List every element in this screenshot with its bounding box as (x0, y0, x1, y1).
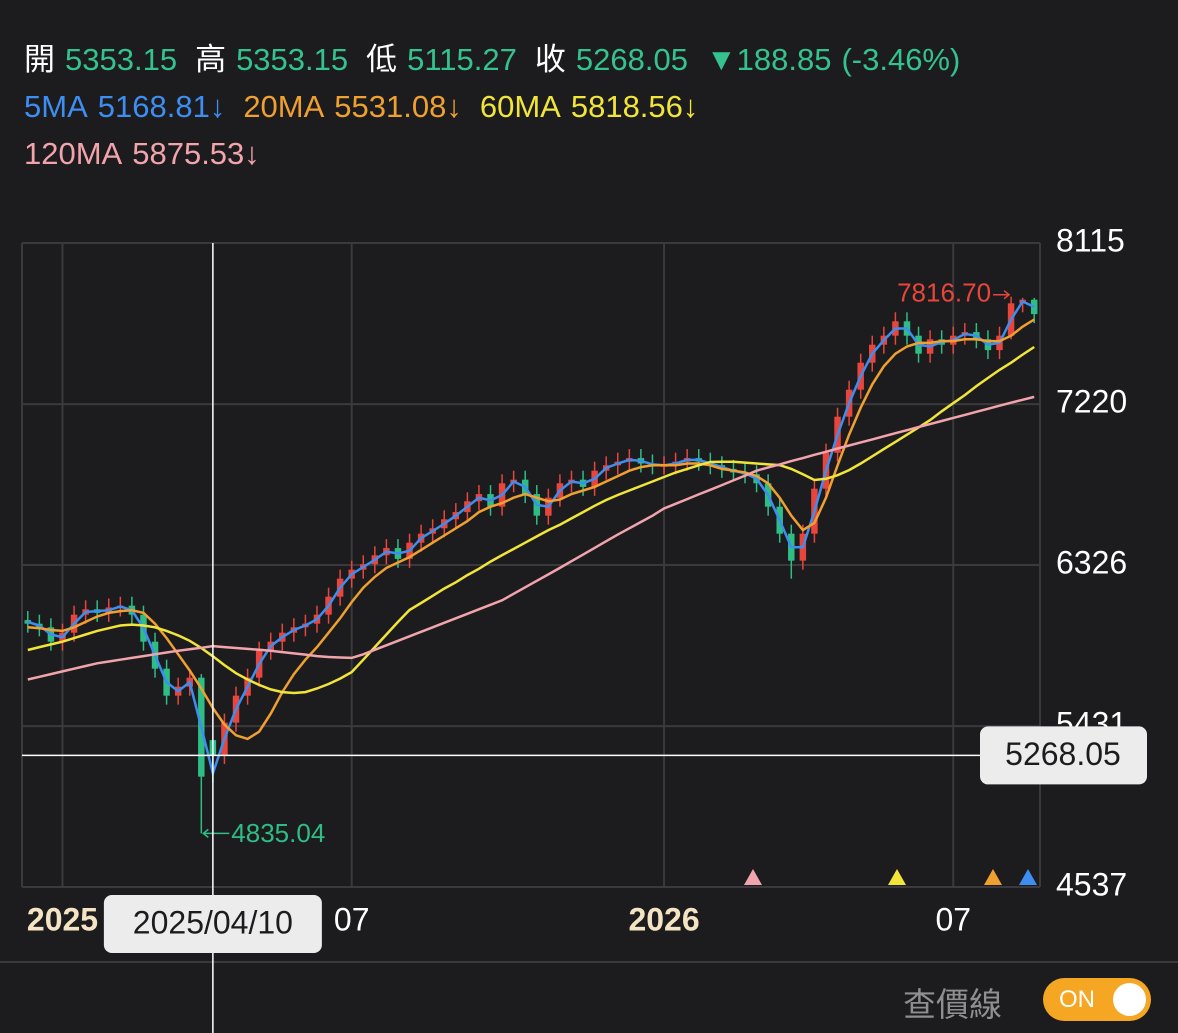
price-line-toggle[interactable]: ON (1043, 978, 1151, 1021)
x-tick-label: 07 (935, 901, 971, 937)
crosshair-date-box (103, 895, 322, 953)
y-tick-label: 6326 (1056, 544, 1127, 580)
low-arrow-head (202, 828, 209, 838)
y-tick-label: 7220 (1056, 384, 1127, 420)
crosshair-price-box (980, 726, 1147, 785)
signal-marker (888, 869, 906, 885)
change: ▼188.85 (705, 42, 832, 77)
price-line-label: 查價線 (903, 986, 1002, 1023)
header: 開 5353.15 高 5353.15 低 5115.27 收 5268.05 … (24, 36, 970, 177)
ma-line (27, 395, 1035, 681)
legend-name: 5MA (24, 89, 88, 124)
open-label: 開 (24, 42, 55, 77)
high-annotation: 7816.70 (897, 278, 991, 308)
low-label: 低 (366, 42, 398, 77)
close-value: 5268.05 (575, 42, 688, 77)
ma-line (27, 345, 1035, 695)
signal-marker (744, 869, 762, 885)
high-arrow-head (1003, 290, 1011, 300)
x-tick-label: 07 (334, 901, 370, 937)
legend-value: 5818.56 (570, 89, 683, 124)
x-tick-label: 2025 (27, 901, 98, 937)
signal-marker (1019, 869, 1037, 885)
legend-name: 20MA (243, 89, 325, 124)
y-tick-label: 4537 (1056, 866, 1127, 902)
legend-value: 5168.81 (97, 89, 210, 124)
x-tick-label: 2026 (628, 901, 699, 937)
legend-trend: ↓ (209, 89, 226, 124)
candle-body (1030, 299, 1038, 315)
low-value: 5115.27 (407, 42, 517, 77)
ma-line (27, 318, 1035, 741)
high-value: 5353.15 (236, 42, 349, 77)
toggle-text: ON (1059, 986, 1095, 1013)
signal-marker (984, 869, 1002, 885)
ma-row: 5MA 5168.81 ↓ 20MA 5531.08 ↓ 60MA 5818.5… (24, 83, 970, 130)
open-value: 5353.15 (65, 42, 178, 77)
close-label: 收 (534, 42, 566, 77)
low-annotation: 4835.04 (231, 818, 325, 848)
crosshair-price: 5268.05 (1005, 736, 1121, 772)
crosshair-date: 2025/04/10 (133, 904, 293, 940)
legend-name: 60MA (479, 89, 561, 124)
ma-row: 120MA 5875.53 ↓ (24, 130, 970, 177)
toggle-knob (1113, 983, 1146, 1016)
legend-name: 120MA (24, 136, 123, 171)
high-label: 高 (195, 42, 227, 77)
legend-value: 5531.08 (334, 89, 447, 124)
candle-body (24, 620, 32, 624)
legend-trend: ↓ (244, 136, 260, 171)
y-tick-label: 8115 (1056, 222, 1125, 258)
change-pct: (-3.46%) (841, 42, 961, 77)
legend-trend: ↓ (682, 89, 699, 124)
ohlc-row: 開 5353.15 高 5353.15 低 5115.27 收 5268.05 … (24, 36, 970, 83)
legend-value: 5875.53 (132, 136, 245, 171)
legend-trend: ↓ (446, 89, 462, 124)
